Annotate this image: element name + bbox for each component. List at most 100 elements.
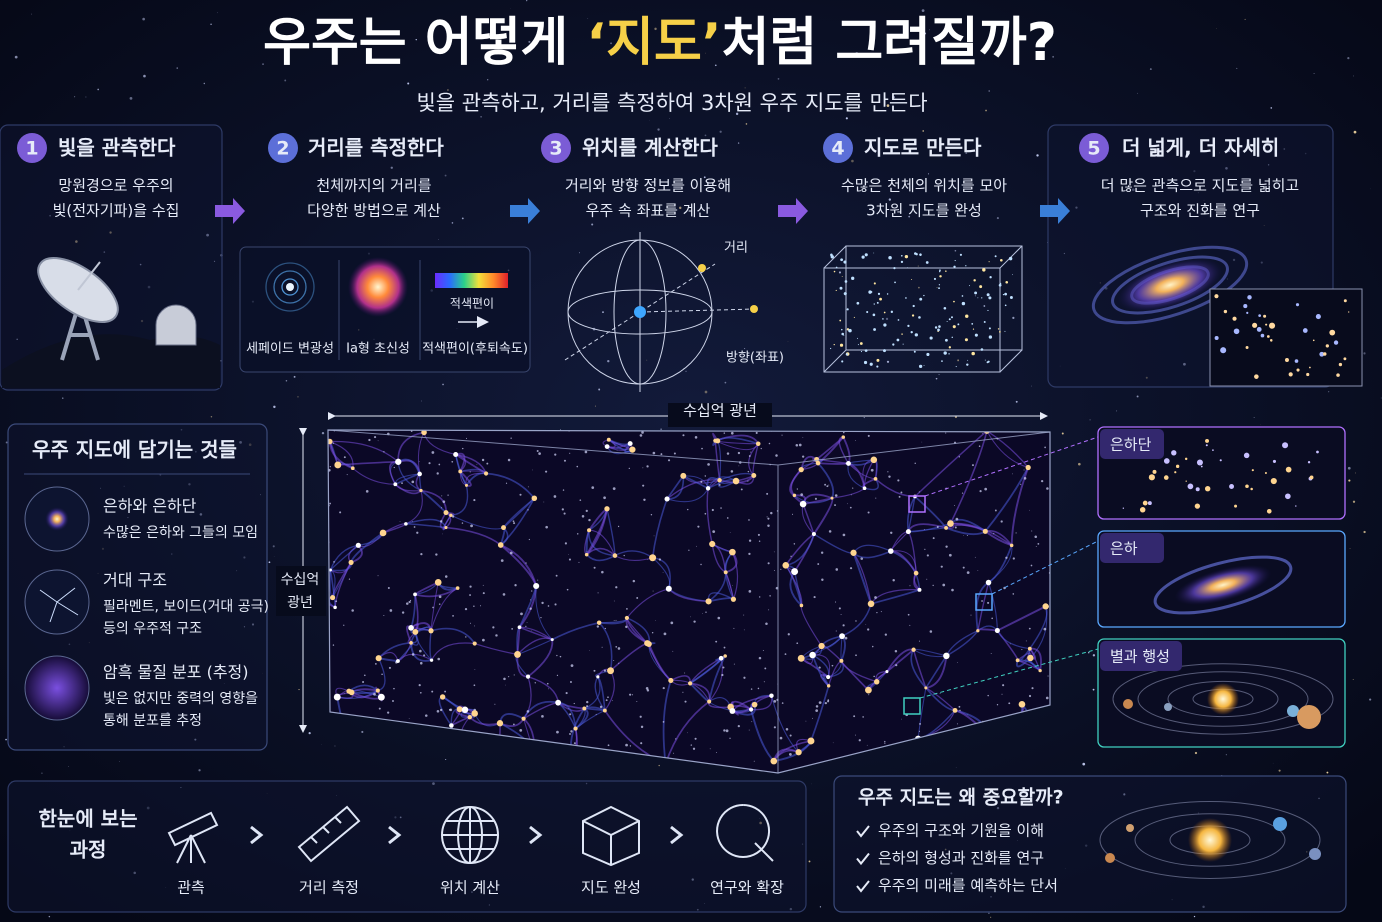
filament [455,453,487,474]
importance-item: 우주의 구조와 기원을 이해 [878,822,1044,840]
cluster-node [584,552,589,557]
galaxy-dot [1220,347,1227,354]
filament [430,627,476,645]
star [1369,698,1372,701]
cluster-node [439,694,446,700]
star [119,761,120,762]
galaxy-dot [1336,373,1340,377]
star [273,405,276,409]
map-star [652,451,656,455]
object-point [864,253,868,257]
map-star [383,615,385,617]
orbit [1167,680,1279,718]
map-star [951,588,954,592]
map-star [469,471,471,473]
cluster-node [629,446,636,453]
cluster-node [723,570,728,575]
star [1082,762,1086,766]
map-star [828,484,830,486]
map-star [388,666,392,669]
map-star [784,653,787,655]
map-star [855,654,857,657]
star [1236,67,1238,69]
star [655,179,657,180]
map-star [616,449,618,451]
filament [789,468,802,497]
map-star [835,568,839,571]
icon-filament [56,601,79,616]
object-point [988,261,990,263]
map-star [525,562,527,564]
object-point [876,365,879,368]
map-star [924,548,926,550]
cluster-node [1025,464,1031,471]
galaxy-core [1117,258,1223,312]
cepheid-ring [281,278,299,296]
star [1078,462,1081,466]
map-star [865,624,867,625]
object-point [864,349,868,352]
object-point [883,349,886,353]
map-star [406,602,409,605]
page-title: 우주는 어떻게 ‘지도’처럼 그려질까? [263,13,1057,73]
map-star [628,467,630,470]
map-star [815,705,819,708]
star [1328,391,1330,393]
planet [1164,703,1172,711]
axis [639,308,757,313]
supernova [348,257,408,317]
object-point [868,290,872,294]
cluster-node [867,600,875,608]
cluster-node [449,723,454,728]
filament [329,440,399,463]
cluster-galaxy [1147,501,1152,506]
cluster-node [645,641,652,647]
map-star [335,600,338,603]
map-star [411,480,415,484]
map-star [519,729,523,732]
dimension-label: 수십억 [281,572,320,588]
cluster-node [404,522,408,526]
map-star [867,434,870,437]
cluster-node [348,559,354,565]
cluster-node [417,471,422,477]
cluster-galaxy [1219,459,1222,462]
object-point [859,342,863,345]
cluster-node [807,737,815,745]
map-star [612,487,616,491]
cluster-galaxy [1270,477,1277,485]
map-star [690,744,692,746]
map-star [425,714,428,717]
filament [551,621,600,641]
item-title: 거대 구조 [103,571,167,590]
dish-feed [77,261,101,291]
star [321,431,325,435]
map-star [892,579,895,582]
cluster-node [455,586,460,590]
map-star [747,480,749,482]
zoom-label: 별과 행성 [1110,648,1170,666]
galaxy-dot [1319,351,1325,357]
map-star [723,432,726,434]
filament [666,488,709,503]
cluster-node [333,605,337,610]
cluster-node [769,693,774,698]
cluster-node [497,542,504,548]
item-text: 빛은 없지만 중력의 영향을 [103,691,258,707]
cluster-galaxy [1194,503,1201,509]
filament [378,642,412,659]
filament [522,700,559,720]
object-point [943,351,947,355]
map-star [957,662,959,663]
map-star [687,732,688,734]
map-star [617,647,621,650]
filament [519,626,553,641]
star [438,239,439,240]
galaxy-dot [1312,339,1315,342]
map-star [750,451,752,453]
object-point [841,328,843,331]
map-star [721,673,724,677]
star [284,79,287,82]
map-star [1028,627,1031,630]
cluster-galaxy [1307,461,1311,464]
